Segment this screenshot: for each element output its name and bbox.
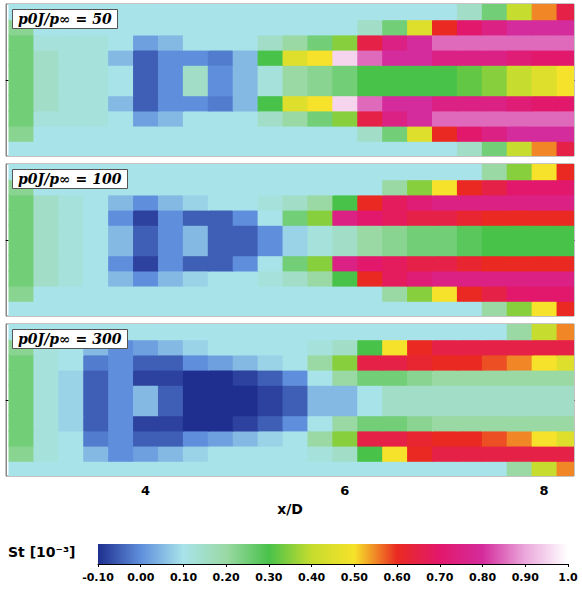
- svg-text:1.0: 1.0: [558, 571, 578, 584]
- svg-text:0.80: 0.80: [469, 571, 496, 584]
- svg-text:x/D: x/D: [277, 501, 303, 517]
- svg-text:0.10: 0.10: [170, 571, 197, 584]
- svg-text:p0J/p∞ = 100: p0J/p∞ = 100: [18, 171, 122, 187]
- svg-text:4: 4: [141, 483, 150, 498]
- svg-text:0.20: 0.20: [213, 571, 240, 584]
- svg-text:0.70: 0.70: [426, 571, 453, 584]
- svg-text:8: 8: [540, 483, 549, 498]
- svg-text:6: 6: [340, 483, 349, 498]
- svg-text:0.40: 0.40: [298, 571, 325, 584]
- svg-text:0.00: 0.00: [127, 571, 154, 584]
- svg-text:p0J/p∞ = 50: p0J/p∞ = 50: [18, 11, 112, 27]
- svg-text:0.50: 0.50: [341, 571, 368, 584]
- svg-text:0.90: 0.90: [512, 571, 539, 584]
- svg-text:0.30: 0.30: [255, 571, 282, 584]
- svg-text:0.60: 0.60: [384, 571, 411, 584]
- svg-text:p0J/p∞ = 300: p0J/p∞ = 300: [18, 331, 122, 347]
- svg-text:St [10⁻³]: St [10⁻³]: [8, 544, 75, 560]
- svg-text:-0.10: -0.10: [82, 571, 114, 584]
